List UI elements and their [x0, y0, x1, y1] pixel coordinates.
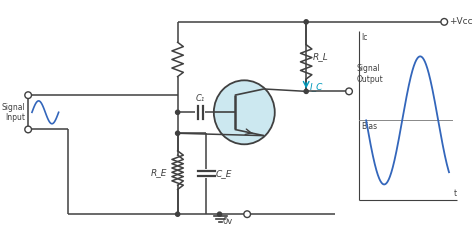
Text: Bias: Bias — [361, 122, 377, 131]
Text: R_E: R_E — [151, 168, 167, 177]
Text: C₁: C₁ — [196, 94, 205, 103]
Circle shape — [244, 211, 250, 218]
Circle shape — [25, 126, 31, 133]
Text: C_E: C_E — [216, 169, 232, 178]
Circle shape — [304, 20, 308, 24]
Text: t: t — [454, 189, 456, 198]
Ellipse shape — [214, 80, 275, 144]
Text: 0v: 0v — [222, 217, 233, 226]
Text: Ic: Ic — [361, 33, 368, 42]
Circle shape — [25, 92, 31, 99]
Circle shape — [304, 89, 308, 93]
Circle shape — [346, 88, 352, 95]
Text: +Vcc: +Vcc — [449, 17, 473, 26]
Circle shape — [218, 212, 222, 216]
Circle shape — [175, 110, 180, 114]
Text: R_L: R_L — [313, 53, 328, 62]
Circle shape — [175, 131, 180, 135]
Text: Signal
Output: Signal Output — [356, 64, 383, 84]
Circle shape — [441, 18, 447, 25]
Circle shape — [175, 212, 180, 216]
Text: I_C: I_C — [310, 82, 323, 91]
Text: Signal
Input: Signal Input — [1, 103, 25, 122]
